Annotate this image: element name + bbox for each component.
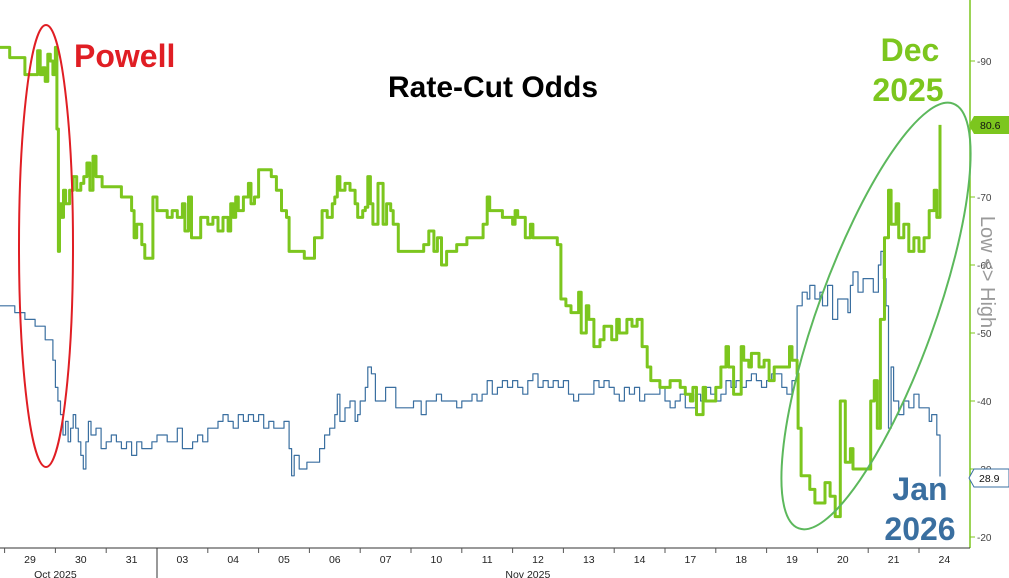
series-line-dec-2025	[0, 45, 942, 519]
dec-last-value-badge-shape	[969, 116, 1009, 134]
x-tick-label: 17	[685, 554, 697, 566]
annotation-dec: Dec	[881, 32, 940, 68]
y-tick-label: -90	[977, 57, 992, 68]
y-tick-label: -50	[977, 329, 992, 340]
x-tick-label: 06	[329, 554, 341, 566]
x-tick-label: 14	[634, 554, 646, 566]
x-tick-label: 18	[735, 554, 747, 566]
x-month-label: Oct 2025	[34, 569, 77, 578]
y-tick-label: -60	[977, 261, 992, 272]
dec-jan-highlight-ellipse	[780, 101, 972, 531]
y-tick-label: -40	[977, 397, 992, 408]
x-tick-label: 29	[24, 554, 36, 566]
annotation-powell: Powell	[74, 38, 175, 74]
annotation-dec-year: 2025	[872, 72, 943, 108]
powell-highlight-ellipse	[18, 24, 74, 468]
x-tick-label: 30	[75, 554, 87, 566]
x-tick-label: 04	[227, 554, 239, 566]
x-tick-label: 12	[532, 554, 544, 566]
x-tick-label: 24	[939, 554, 951, 566]
y-tick-label: -70	[977, 193, 992, 204]
dec-last-value-label: 80.6	[980, 120, 1001, 132]
series-line-jan-2026	[0, 250, 941, 477]
x-tick-label: 03	[177, 554, 189, 566]
x-tick-label: 11	[482, 554, 493, 566]
jan-last-value-badge-shape	[968, 468, 1009, 488]
x-month-label: Nov 2025	[505, 569, 550, 578]
chart-title: Rate-Cut Odds	[388, 71, 598, 104]
x-tick-label: 13	[583, 554, 595, 566]
y-axis-title: Low <> High	[976, 216, 998, 328]
y-tick-label: -20	[977, 533, 992, 544]
x-tick-label: 05	[278, 554, 290, 566]
jan-last-value-label: 28.9	[979, 473, 1000, 485]
x-tick-label: 31	[126, 554, 138, 566]
x-axis: 29 30 31 03 04 05 06 07 10 11 12 13 14 17 18 19 20 21 24 Oc…	[0, 547, 970, 578]
x-tick-label: 21	[888, 554, 900, 566]
annotation-jan: Jan	[892, 471, 947, 507]
x-tick-label: 19	[786, 554, 798, 566]
x-tick-label: 07	[380, 554, 392, 566]
x-tick-label: 10	[431, 554, 443, 566]
series-layer	[0, 45, 942, 519]
jan-last-value-badge: 28.9	[968, 468, 1009, 488]
annotation-jan-year: 2026	[884, 511, 955, 547]
x-tick-label: 20	[837, 554, 849, 566]
dec-last-value-badge: 80.6	[969, 116, 1009, 134]
